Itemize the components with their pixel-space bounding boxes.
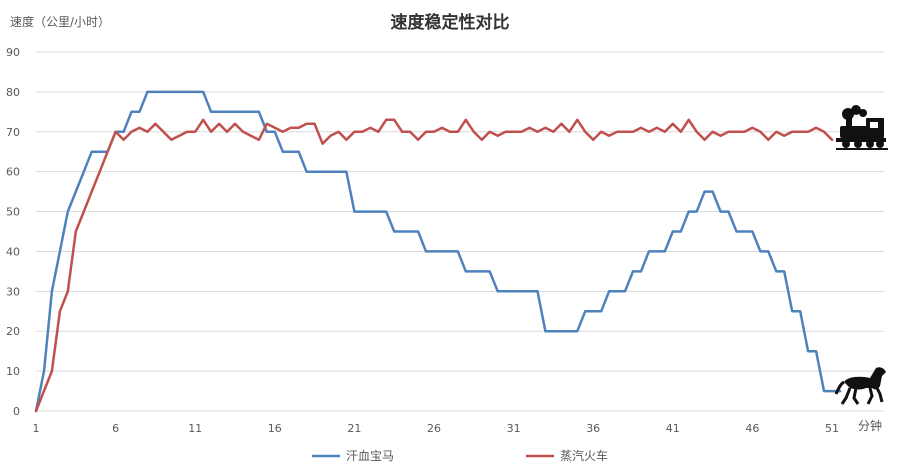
legend-label-0: 汗血宝马 [346, 449, 394, 463]
x-axis-title: 分钟 [858, 418, 882, 433]
x-tick-label: 11 [188, 422, 202, 435]
y-tick-label: 30 [6, 285, 20, 298]
y-axis-title: 速度（公里/小时） [10, 14, 110, 29]
y-tick-label: 60 [6, 166, 20, 179]
y-axis-ticks: 0 10 20 30 40 50 60 70 80 90 [6, 46, 20, 418]
x-axis-ticks: 1 6 11 16 21 26 31 36 41 46 51 [33, 422, 840, 435]
gridlines [36, 51, 884, 412]
x-tick-label: 1 [33, 422, 40, 435]
legend: 汗血宝马 蒸汽火车 [312, 448, 608, 463]
series-line-1 [34, 118, 834, 413]
x-tick-label: 51 [825, 422, 839, 435]
x-tick-label: 6 [112, 422, 119, 435]
x-tick-label: 31 [507, 422, 521, 435]
steam-train-icon [836, 105, 888, 150]
y-tick-label: 0 [13, 405, 20, 418]
series-lines [34, 90, 842, 413]
x-tick-label: 46 [745, 422, 759, 435]
y-tick-label: 20 [6, 325, 20, 338]
y-tick-label: 40 [6, 245, 20, 258]
y-tick-label: 50 [6, 206, 20, 219]
x-tick-label: 21 [347, 422, 361, 435]
series-line-0 [34, 90, 842, 413]
x-tick-label: 26 [427, 422, 441, 435]
legend-label-1: 蒸汽火车 [560, 448, 608, 463]
chart-title: 速度稳定性对比 [391, 12, 510, 33]
horse-icon [834, 367, 886, 405]
y-tick-label: 70 [6, 126, 20, 139]
y-tick-label: 90 [6, 46, 20, 59]
x-tick-label: 16 [268, 422, 282, 435]
x-tick-label: 41 [666, 422, 680, 435]
y-tick-label: 10 [6, 365, 20, 378]
y-tick-label: 80 [6, 86, 20, 99]
x-tick-label: 36 [586, 422, 600, 435]
